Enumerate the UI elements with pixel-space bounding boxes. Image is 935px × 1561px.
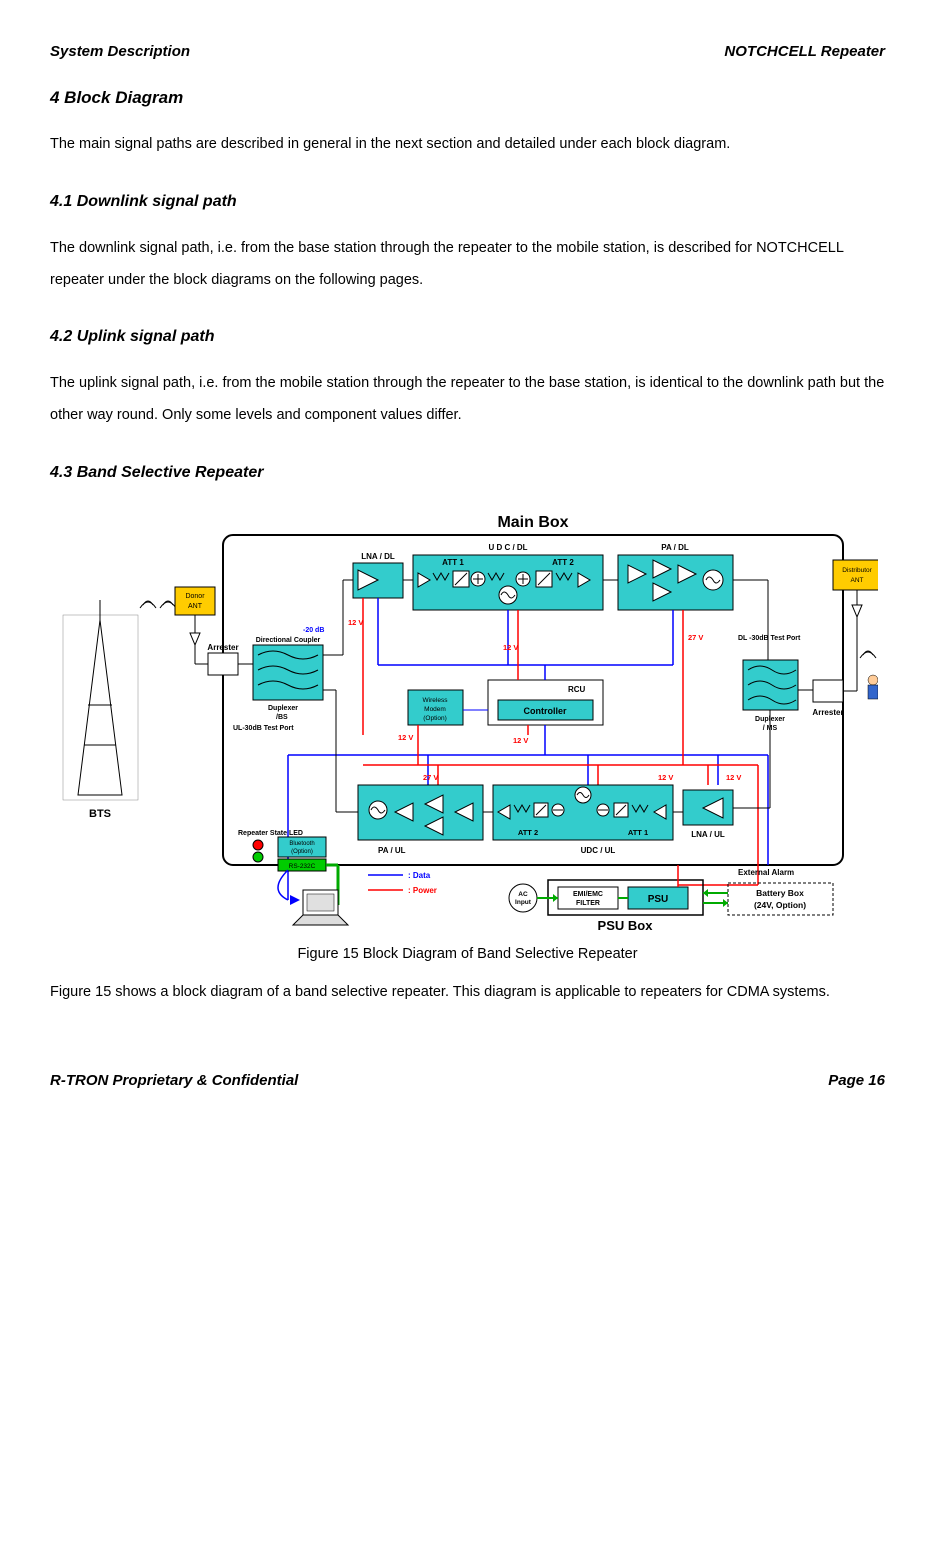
svg-text:FILTER: FILTER — [576, 900, 600, 907]
svg-text:LNA / UL: LNA / UL — [691, 830, 725, 839]
section-41-text: The downlink signal path, i.e. from the … — [50, 233, 885, 297]
svg-text:Bluetooth: Bluetooth — [289, 841, 314, 847]
footer-right: Page 16 — [828, 1069, 885, 1093]
pa-ul: PA / UL — [358, 785, 483, 855]
duplexer-bs-label: Duplexer — [268, 705, 298, 712]
lna-ul: LNA / UL — [683, 790, 733, 839]
lna-dl: LNA / DL — [353, 552, 403, 598]
distributor-ant: Distributor ANT — [833, 560, 878, 691]
svg-text:ANT: ANT — [850, 577, 863, 584]
svg-text:Repeater State LED: Repeater State LED — [238, 830, 303, 837]
svg-text:Donor: Donor — [185, 593, 205, 600]
section-42-title: 4.2 Uplink signal path — [50, 324, 885, 350]
svg-text:Modem: Modem — [424, 706, 446, 713]
laptop-icon — [293, 890, 348, 925]
figure-15: BTS Donor ANT Main Box Arrester Directio… — [50, 505, 885, 966]
bts-label: BTS — [89, 808, 111, 820]
page-footer: R-TRON Proprietary & Confidential Page 1… — [50, 1069, 885, 1093]
svg-text:(Option): (Option) — [423, 715, 446, 722]
svg-text:: Power: : Power — [408, 886, 437, 895]
directional-coupler: Directional Coupler -20 dB — [253, 627, 324, 700]
svg-text:ATT 1: ATT 1 — [627, 828, 647, 837]
external-alarm-label: External Alarm — [738, 868, 794, 877]
svg-text:ATT 2: ATT 2 — [517, 828, 537, 837]
pa-dl: PA / DL — [618, 543, 733, 610]
svg-text:(Option): (Option) — [291, 849, 313, 855]
psu-box: PSU Box EMI/EMC FILTER PSU — [548, 880, 703, 933]
radio-waves-right — [860, 651, 876, 658]
svg-text:12 V: 12 V — [726, 773, 741, 782]
section-4-intro: The main signal paths are described in g… — [50, 129, 885, 161]
arrester-left — [208, 653, 238, 675]
svg-text:U D C / DL: U D C / DL — [488, 543, 527, 552]
bts-tower: BTS — [63, 600, 138, 820]
radio-waves-left — [140, 601, 176, 608]
svg-text:-20 dB: -20 dB — [303, 627, 324, 634]
page-header: System Description NOTCHCELL Repeater — [50, 40, 885, 64]
svg-text:/BS: /BS — [276, 714, 288, 721]
svg-text:ATT 1: ATT 1 — [442, 558, 464, 567]
rcu-block: Controller RCU — [488, 680, 603, 725]
wireless-modem: Wireless Modem (Option) — [408, 690, 463, 725]
svg-text:AC: AC — [518, 891, 528, 898]
ac-input — [509, 884, 537, 912]
udc-ul: UDC / UL ATT 2 ATT 1 — [493, 785, 673, 855]
header-right: NOTCHCELL Repeater — [724, 40, 885, 64]
svg-text:EMI/EMC: EMI/EMC — [573, 891, 603, 898]
svg-text:27 V: 27 V — [423, 773, 438, 782]
figure-caption: Figure 15 Block Diagram of Band Selectiv… — [50, 943, 885, 966]
section-42-text: The uplink signal path, i.e. from the mo… — [50, 368, 885, 432]
section-4-title: 4 Block Diagram — [50, 84, 885, 111]
svg-text:UDC / UL: UDC / UL — [580, 846, 615, 855]
svg-text:12 V: 12 V — [348, 618, 363, 627]
svg-text:Input: Input — [515, 899, 532, 906]
main-box-label: Main Box — [497, 514, 568, 531]
svg-text:PA / DL: PA / DL — [661, 543, 689, 552]
person-icon — [868, 675, 878, 699]
svg-text:PSU Box: PSU Box — [597, 918, 653, 933]
svg-text:: Data: : Data — [408, 871, 431, 880]
donor-ant: Donor ANT — [175, 587, 215, 645]
arrester-left-label: Arrester — [207, 643, 238, 652]
udc-dl: U D C / DL ATT 1 ATT 2 — [413, 543, 603, 610]
svg-text:12 V: 12 V — [398, 733, 413, 742]
svg-text:12 V: 12 V — [658, 773, 673, 782]
svg-text:PA / UL: PA / UL — [378, 846, 406, 855]
block-diagram-svg: BTS Donor ANT Main Box Arrester Directio… — [58, 505, 878, 935]
svg-text:ANT: ANT — [188, 603, 203, 610]
ul-test-port-label: UL-30dB Test Port — [233, 725, 294, 732]
svg-text:12 V: 12 V — [503, 643, 518, 652]
legend: : Data : Power — [368, 871, 437, 895]
svg-text:RS-232C: RS-232C — [288, 863, 315, 870]
svg-text:Controller: Controller — [523, 706, 566, 716]
svg-text:Battery Box: Battery Box — [756, 888, 804, 898]
battery-box: Battery Box (24V, Option) — [728, 883, 833, 915]
svg-text:Wireless: Wireless — [422, 697, 448, 704]
arrester-right — [813, 680, 843, 702]
arrester-right-label: Arrester — [812, 708, 843, 717]
svg-text:Directional Coupler: Directional Coupler — [255, 637, 320, 644]
section-43-title: 4.3 Band Selective Repeater — [50, 460, 885, 486]
section-41-title: 4.1 Downlink signal path — [50, 189, 885, 215]
dl-test-port-label: DL -30dB Test Port — [738, 635, 801, 642]
svg-text:LNA / DL: LNA / DL — [361, 552, 395, 561]
svg-text:(24V, Option): (24V, Option) — [753, 900, 805, 910]
svg-text:ATT 2: ATT 2 — [552, 558, 574, 567]
svg-text:12 V: 12 V — [513, 736, 528, 745]
svg-text:27 V: 27 V — [688, 633, 703, 642]
section-43-after: Figure 15 shows a block diagram of a ban… — [50, 977, 885, 1009]
svg-text:Distributor: Distributor — [842, 567, 872, 574]
svg-text:RCU: RCU — [568, 685, 586, 694]
svg-text:PSU: PSU — [647, 894, 668, 905]
footer-left: R-TRON Proprietary & Confidential — [50, 1069, 298, 1093]
header-left: System Description — [50, 40, 190, 64]
